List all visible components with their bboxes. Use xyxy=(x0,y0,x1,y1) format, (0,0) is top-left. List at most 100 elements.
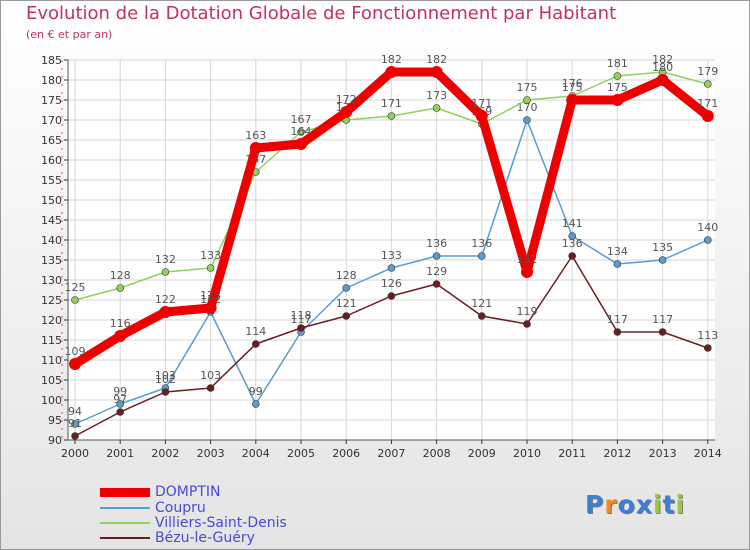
data-point xyxy=(703,80,712,88)
x-tick-label: 2009 xyxy=(468,447,496,460)
x-tick-label: 2011 xyxy=(558,447,586,460)
data-label: 134 xyxy=(607,245,628,258)
y-tick-label: 145 xyxy=(41,214,62,227)
logo-letter: P xyxy=(585,490,605,519)
data-label: 132 xyxy=(517,253,538,266)
legend-item-coupru: Coupru xyxy=(100,500,400,516)
data-label: 133 xyxy=(381,249,402,262)
data-label: 128 xyxy=(336,269,357,282)
y-tick-label: 120 xyxy=(41,314,62,327)
logo-letter: i xyxy=(653,490,663,519)
data-label: 172 xyxy=(336,93,357,106)
data-label: 182 xyxy=(426,53,447,66)
data-label: 121 xyxy=(471,297,492,310)
y-tick-label: 130 xyxy=(41,274,62,287)
data-point xyxy=(204,302,217,314)
data-label: 99 xyxy=(249,385,263,398)
legend-swatch-bezu xyxy=(100,537,150,539)
data-label: 109 xyxy=(65,345,86,358)
legend-item-domptin: DOMPTIN xyxy=(100,484,400,500)
data-point xyxy=(613,72,622,80)
data-point xyxy=(116,408,124,416)
data-label: 180 xyxy=(652,61,673,74)
legend-swatch-domptin xyxy=(100,488,150,497)
logo-letter: t xyxy=(662,490,676,519)
data-label: 103 xyxy=(155,369,176,382)
data-point xyxy=(613,260,622,268)
data-point xyxy=(116,400,124,408)
data-label: 94 xyxy=(68,405,82,418)
data-label: 122 xyxy=(155,293,176,306)
x-tick-label: 2008 xyxy=(423,447,451,460)
data-point xyxy=(703,344,712,352)
data-point xyxy=(252,400,260,408)
data-point xyxy=(658,328,667,336)
data-label: 119 xyxy=(517,305,538,318)
proxiti-logo: Proxiti xyxy=(585,490,685,519)
data-label: 132 xyxy=(155,253,176,266)
data-label: 171 xyxy=(381,97,402,110)
data-label: 176 xyxy=(562,77,583,90)
data-label: 113 xyxy=(697,329,718,342)
data-label: 171 xyxy=(471,97,492,110)
legend-label-bezu: Bézu-le-Guéry xyxy=(155,530,255,546)
data-label: 170 xyxy=(517,101,538,114)
y-tick-label: 135 xyxy=(41,254,62,267)
y-tick-label: 110 xyxy=(41,354,62,367)
data-point xyxy=(568,252,577,260)
legend-label-coupru: Coupru xyxy=(155,500,206,516)
y-tick-label: 150 xyxy=(41,194,62,207)
data-point xyxy=(161,268,170,276)
data-point xyxy=(658,256,667,264)
data-label: 136 xyxy=(471,237,492,250)
data-point xyxy=(342,284,351,292)
x-tick-label: 2007 xyxy=(377,447,405,460)
x-tick-label: 2000 xyxy=(61,447,89,460)
data-label: 126 xyxy=(381,277,402,290)
data-label: 118 xyxy=(291,309,312,322)
legend-swatch-coupru xyxy=(100,507,150,509)
data-label: 140 xyxy=(697,221,718,234)
logo-letter: x xyxy=(635,490,653,519)
series-1: 94 99 103 122 99 117 128 133 136 136 170 141 134 135 1… xyxy=(68,101,718,428)
data-label: 182 xyxy=(381,53,402,66)
y-tick-label: 165 xyxy=(41,134,62,147)
x-tick-label: 2013 xyxy=(649,447,677,460)
data-label: 117 xyxy=(291,313,312,326)
y-tick-label: 100 xyxy=(41,394,62,407)
data-point xyxy=(249,142,262,154)
data-point xyxy=(613,328,622,336)
data-point xyxy=(568,232,577,240)
y-tick-label: 175 xyxy=(41,94,62,107)
logo-letter: i xyxy=(675,490,686,519)
data-point xyxy=(432,104,441,112)
data-label: 175 xyxy=(562,81,583,94)
data-point xyxy=(206,264,215,272)
data-label: 117 xyxy=(652,313,673,326)
data-label: 117 xyxy=(607,313,628,326)
data-point xyxy=(71,296,79,304)
data-label: 102 xyxy=(155,373,176,386)
chart-subtitle: (en € et par an) xyxy=(26,28,113,41)
data-label: 141 xyxy=(562,217,583,230)
data-point xyxy=(387,292,396,300)
x-tick-label: 2006 xyxy=(332,447,360,460)
y-tick-label: 90 xyxy=(48,434,62,447)
x-tick-label: 2001 xyxy=(106,447,134,460)
data-point xyxy=(252,340,260,348)
y-tick-label: 95 xyxy=(48,414,62,427)
data-label: 175 xyxy=(517,81,538,94)
data-point xyxy=(116,284,124,292)
y-tick-label: 115 xyxy=(41,334,62,347)
data-label: 103 xyxy=(200,369,221,382)
data-point xyxy=(477,312,486,320)
data-label: 116 xyxy=(110,317,131,330)
legend-item-bezu: Bézu-le-Guéry xyxy=(100,530,400,546)
data-point xyxy=(703,236,712,244)
x-tick-label: 2012 xyxy=(603,447,631,460)
data-point xyxy=(342,312,351,320)
data-point xyxy=(297,128,305,136)
x-tick-label: 2003 xyxy=(197,447,225,460)
